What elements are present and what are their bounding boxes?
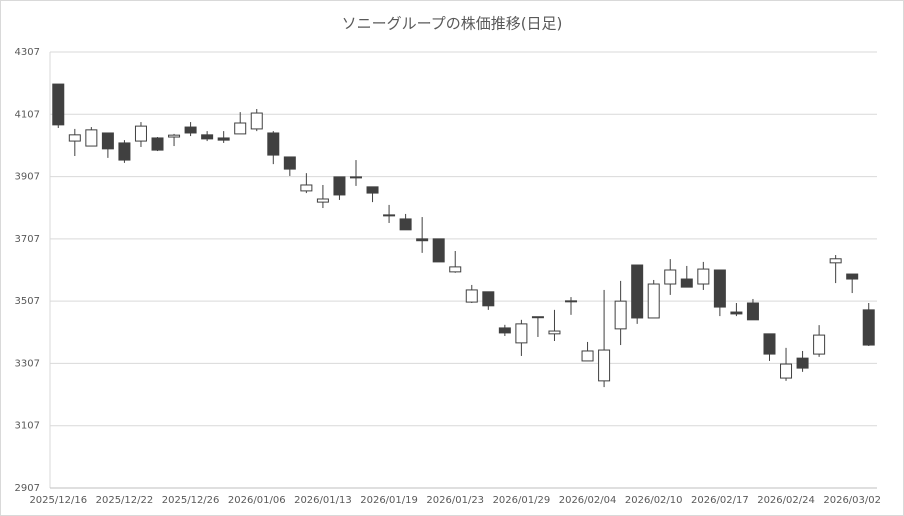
x-tick-label: 2026/01/19 bbox=[360, 495, 418, 506]
x-tick-label: 2026/02/10 bbox=[625, 495, 683, 506]
candle-body bbox=[548, 330, 561, 335]
y-tick-label: 3307 bbox=[15, 358, 40, 369]
candle-body bbox=[763, 333, 776, 355]
candle-body bbox=[647, 283, 660, 319]
x-tick-label: 2026/01/29 bbox=[493, 495, 551, 506]
candle-body bbox=[416, 238, 429, 242]
candle-body bbox=[565, 300, 578, 303]
candle-body bbox=[184, 126, 197, 134]
candle-body bbox=[465, 289, 478, 303]
candle-body bbox=[664, 269, 677, 285]
chart-title: ソニーグループの株価推移(日足) bbox=[342, 15, 563, 33]
candle-body bbox=[829, 258, 842, 264]
candle-body bbox=[366, 186, 379, 194]
x-tick-label: 2025/12/26 bbox=[162, 495, 220, 506]
x-tick-label: 2026/01/23 bbox=[426, 495, 484, 506]
x-tick-label: 2026/01/06 bbox=[228, 495, 286, 506]
candle-body bbox=[349, 176, 362, 179]
y-tick-label: 3107 bbox=[15, 421, 40, 432]
candle-body bbox=[101, 132, 114, 150]
candle-body bbox=[449, 266, 462, 273]
y-tick-label: 4307 bbox=[15, 47, 40, 58]
candle-body bbox=[168, 134, 181, 138]
candle-body bbox=[68, 134, 81, 142]
y-tick-label: 3907 bbox=[15, 172, 40, 183]
candle-body bbox=[201, 134, 214, 140]
candle-body bbox=[498, 327, 511, 334]
candle-body bbox=[151, 137, 164, 151]
candle-body bbox=[796, 357, 809, 369]
candle-body bbox=[250, 112, 263, 130]
candle-body bbox=[614, 300, 627, 330]
x-tick-label: 2026/03/02 bbox=[823, 495, 881, 506]
candle-body bbox=[780, 363, 793, 379]
candle-body bbox=[217, 137, 230, 141]
candle-body bbox=[267, 132, 280, 156]
x-tick-label: 2026/01/13 bbox=[294, 495, 352, 506]
candle-body bbox=[134, 125, 147, 142]
candle-body bbox=[283, 156, 296, 170]
y-tick-label: 2907 bbox=[15, 483, 40, 494]
candle-body bbox=[631, 264, 644, 319]
y-tick-label: 3707 bbox=[15, 234, 40, 245]
x-tick-label: 2025/12/22 bbox=[96, 495, 154, 506]
x-tick-label: 2026/02/04 bbox=[559, 495, 617, 506]
candle-body bbox=[515, 323, 528, 344]
y-tick-label: 3507 bbox=[15, 296, 40, 307]
candle-body bbox=[813, 334, 826, 355]
candle-body bbox=[234, 122, 247, 135]
candle-body bbox=[432, 238, 445, 263]
y-tick-label: 4107 bbox=[15, 109, 40, 120]
x-tick-label: 2026/02/17 bbox=[691, 495, 749, 506]
candle-body bbox=[333, 176, 346, 196]
candle-body bbox=[316, 198, 329, 203]
candle-body bbox=[862, 309, 875, 346]
candle-body bbox=[713, 269, 726, 308]
candle-body bbox=[730, 311, 743, 315]
candle-body bbox=[52, 83, 65, 126]
candle-body bbox=[482, 291, 495, 307]
x-tick-label: 2026/02/24 bbox=[757, 495, 815, 506]
candle-body bbox=[300, 184, 313, 192]
candle-body bbox=[399, 218, 412, 231]
candle-body bbox=[85, 129, 98, 147]
candle-body bbox=[697, 268, 710, 285]
x-tick-label: 2025/12/16 bbox=[29, 495, 87, 506]
candle-body bbox=[581, 350, 594, 362]
candle-body bbox=[680, 278, 693, 288]
candle-body bbox=[383, 214, 396, 217]
candle-body bbox=[846, 273, 859, 280]
candle-body bbox=[746, 302, 759, 321]
candle-body bbox=[598, 349, 611, 382]
candle-body bbox=[118, 142, 131, 161]
candle-body bbox=[531, 316, 544, 319]
